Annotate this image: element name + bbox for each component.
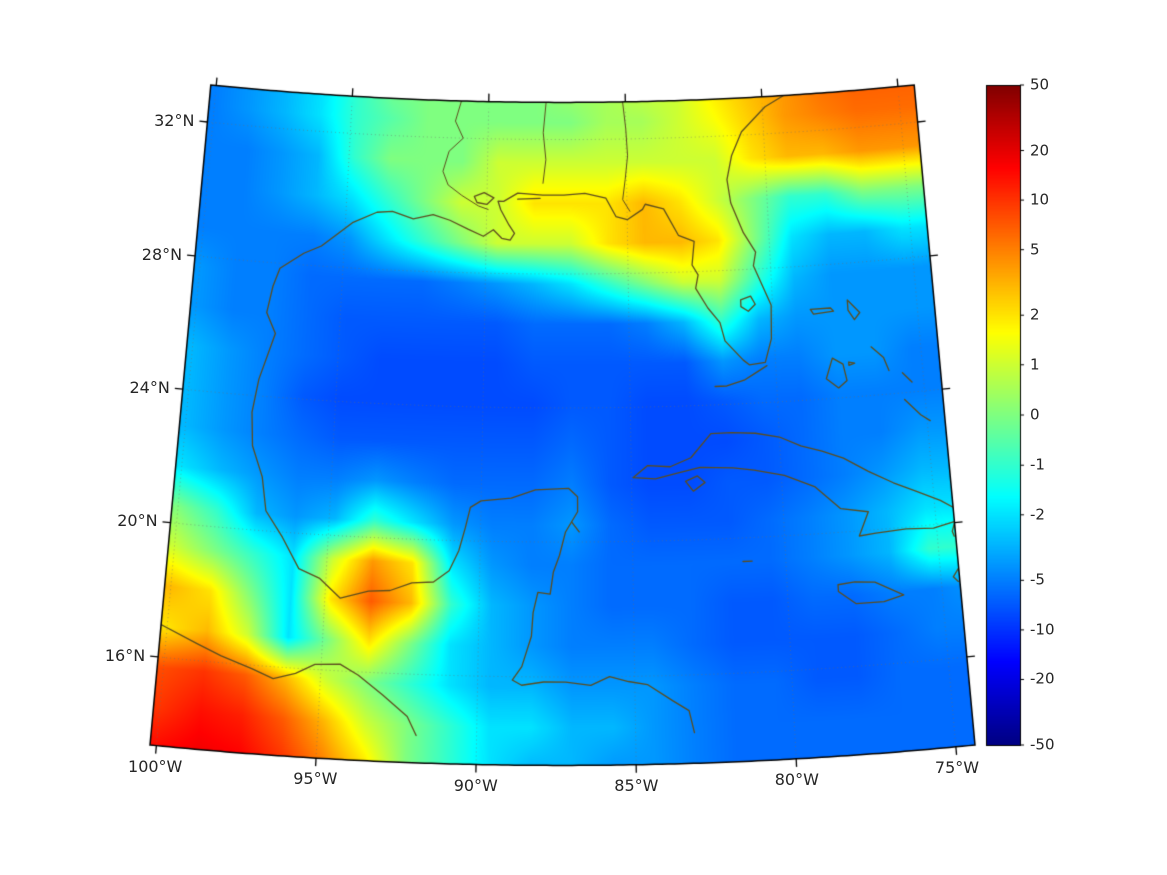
colorbar-tick-label: 5 bbox=[1030, 240, 1040, 259]
colorbar-tick-label: 20 bbox=[1030, 141, 1050, 160]
colorbar-tick-label: -10 bbox=[1030, 620, 1055, 639]
lat-tick-label: 28°N bbox=[141, 244, 183, 264]
lat-tick-label: 20°N bbox=[117, 511, 158, 531]
colorbar-tick-label: 0 bbox=[1030, 405, 1040, 424]
colorbar-tick-label: 50 bbox=[1030, 75, 1050, 94]
lon-tick-label: 85°W bbox=[614, 775, 659, 795]
lon-tick-label: 75°W bbox=[934, 757, 980, 777]
colorbar-tick-label: -5 bbox=[1030, 570, 1045, 589]
colorbar-tick-label: 2 bbox=[1030, 305, 1040, 324]
lon-tick-label: 95°W bbox=[293, 769, 338, 789]
colorbar-tick-label: -1 bbox=[1030, 455, 1045, 474]
lon-tick-label: 100°W bbox=[128, 756, 183, 776]
lat-tick-label: 32°N bbox=[154, 110, 195, 130]
colorbar-tick-label: -20 bbox=[1030, 669, 1055, 688]
lat-tick-label: 24°N bbox=[129, 377, 170, 397]
lat-tick-label: 16°N bbox=[104, 645, 146, 665]
colorbar-tick-label: 10 bbox=[1030, 190, 1050, 209]
colorbar-tick-label: -2 bbox=[1030, 505, 1045, 524]
colorbar-tick-label: -50 bbox=[1030, 735, 1055, 754]
lon-tick-label: 80°W bbox=[774, 769, 819, 789]
lon-tick-label: 90°W bbox=[453, 775, 498, 795]
colorbar-tick-label: 1 bbox=[1030, 355, 1040, 374]
